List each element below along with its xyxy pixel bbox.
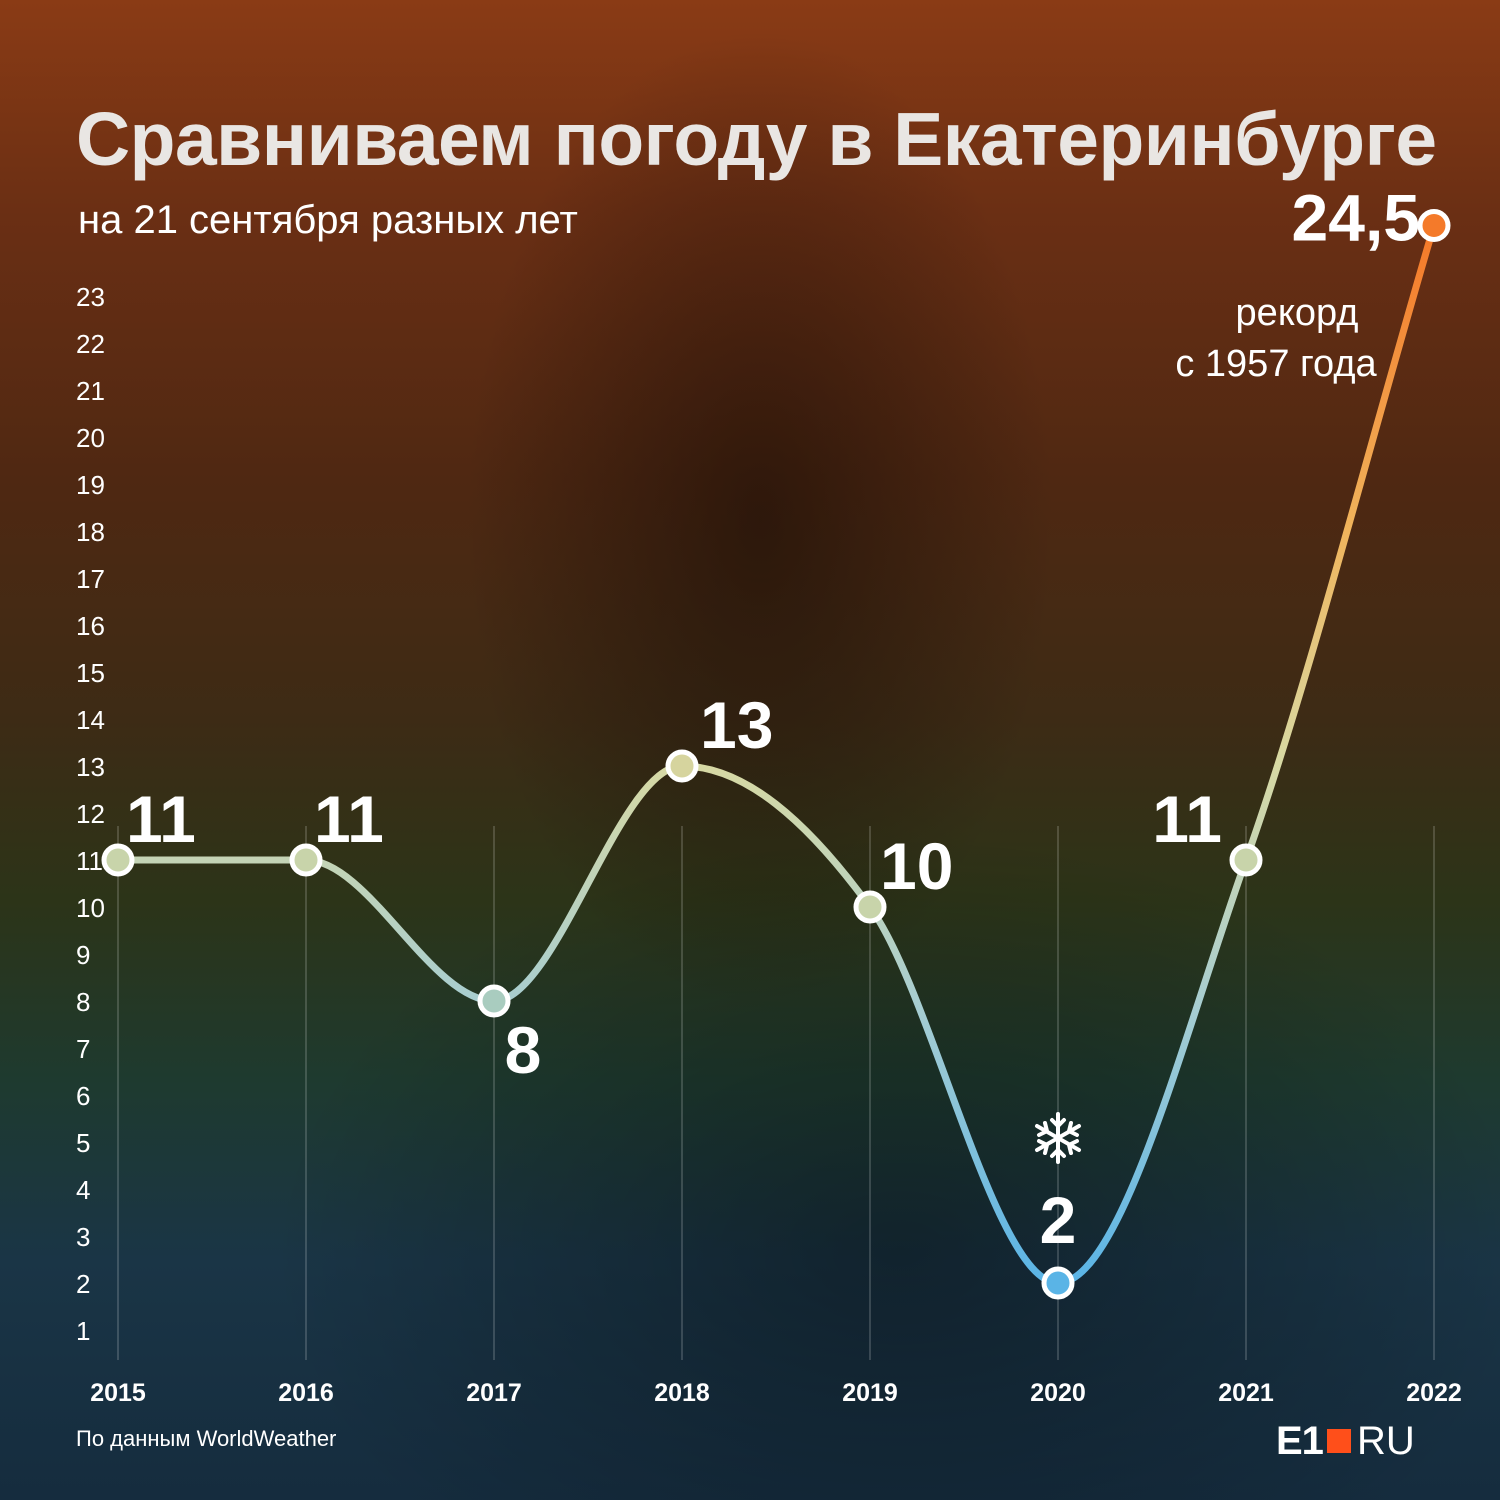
y-tick-label: 21 [76, 376, 105, 406]
data-point-2016 [289, 843, 323, 877]
y-tick-label: 4 [76, 1175, 90, 1205]
y-tick-label: 3 [76, 1222, 90, 1252]
y-tick-label: 1 [76, 1316, 90, 1346]
y-tick-label: 11 [76, 846, 103, 876]
data-label-2017: 8 [505, 1013, 542, 1087]
data-label-2015: 11 [126, 782, 196, 856]
e1-logo: E1 RU [1276, 1418, 1415, 1464]
y-tick-label: 7 [76, 1034, 90, 1064]
data-point-2015 [101, 843, 135, 877]
data-point-2021 [1229, 843, 1263, 877]
logo-ru-text: RU [1356, 1418, 1415, 1463]
snowflake-icon [1035, 1112, 1081, 1164]
data-label-2018: 13 [700, 688, 773, 762]
y-tick-label: 8 [76, 987, 90, 1017]
data-label-2019: 10 [880, 829, 953, 903]
data-point-2022 [1417, 209, 1451, 242]
x-tick-label: 2021 [1218, 1379, 1274, 1407]
y-tick-label: 2 [76, 1269, 90, 1299]
data-point-2017 [477, 984, 511, 1018]
x-tick-label: 2017 [466, 1379, 522, 1407]
y-tick-label: 6 [76, 1081, 90, 1111]
data-label-2022: 24,5 [1292, 181, 1420, 255]
data-point-2019 [853, 890, 887, 924]
chart-title: Сравниваем погоду в Екатеринбурге [76, 97, 1437, 181]
y-tick-label: 19 [76, 470, 105, 500]
y-tick-label: 13 [76, 752, 105, 782]
record-note-line1: рекорд [1236, 292, 1359, 334]
y-tick-label: 18 [76, 517, 105, 547]
y-tick-label: 16 [76, 611, 105, 641]
chart-subtitle: на 21 сентября разных лет [78, 198, 578, 242]
x-axis-ticks: 2015 2016 2017 2018 2019 2020 2021 2022 [90, 1379, 1462, 1407]
data-point-2018 [665, 749, 699, 783]
y-tick-label: 5 [76, 1128, 90, 1158]
y-tick-label: 17 [76, 564, 105, 594]
y-tick-label: 15 [76, 658, 105, 688]
logo-square-icon [1326, 1429, 1351, 1453]
logo-e1-text: E1 [1276, 1418, 1324, 1463]
data-point-2020 [1041, 1266, 1075, 1300]
x-tick-label: 2020 [1030, 1379, 1086, 1407]
y-tick-label: 12 [76, 799, 105, 829]
gridlines [117, 826, 1435, 1360]
data-label-2021: 11 [1152, 782, 1222, 856]
y-tick-label: 23 [76, 282, 105, 312]
y-tick-label: 9 [76, 940, 90, 970]
data-source: По данным WorldWeather [76, 1426, 337, 1451]
data-points [101, 209, 1451, 1300]
data-label-2016: 11 [314, 782, 384, 856]
x-tick-label: 2019 [842, 1379, 898, 1407]
x-tick-label: 2022 [1406, 1379, 1462, 1407]
data-label-2020: 2 [1040, 1183, 1077, 1257]
y-tick-label: 14 [76, 705, 105, 735]
x-tick-label: 2015 [90, 1379, 146, 1407]
data-labels: 11 11 8 13 10 2 11 24,5 [126, 181, 1420, 1258]
x-tick-label: 2016 [278, 1379, 334, 1407]
record-note-line2: с 1957 года [1175, 343, 1377, 385]
y-tick-label: 22 [76, 329, 105, 359]
x-tick-label: 2018 [654, 1379, 710, 1407]
y-tick-label: 10 [76, 893, 105, 923]
y-tick-label: 20 [76, 423, 105, 453]
